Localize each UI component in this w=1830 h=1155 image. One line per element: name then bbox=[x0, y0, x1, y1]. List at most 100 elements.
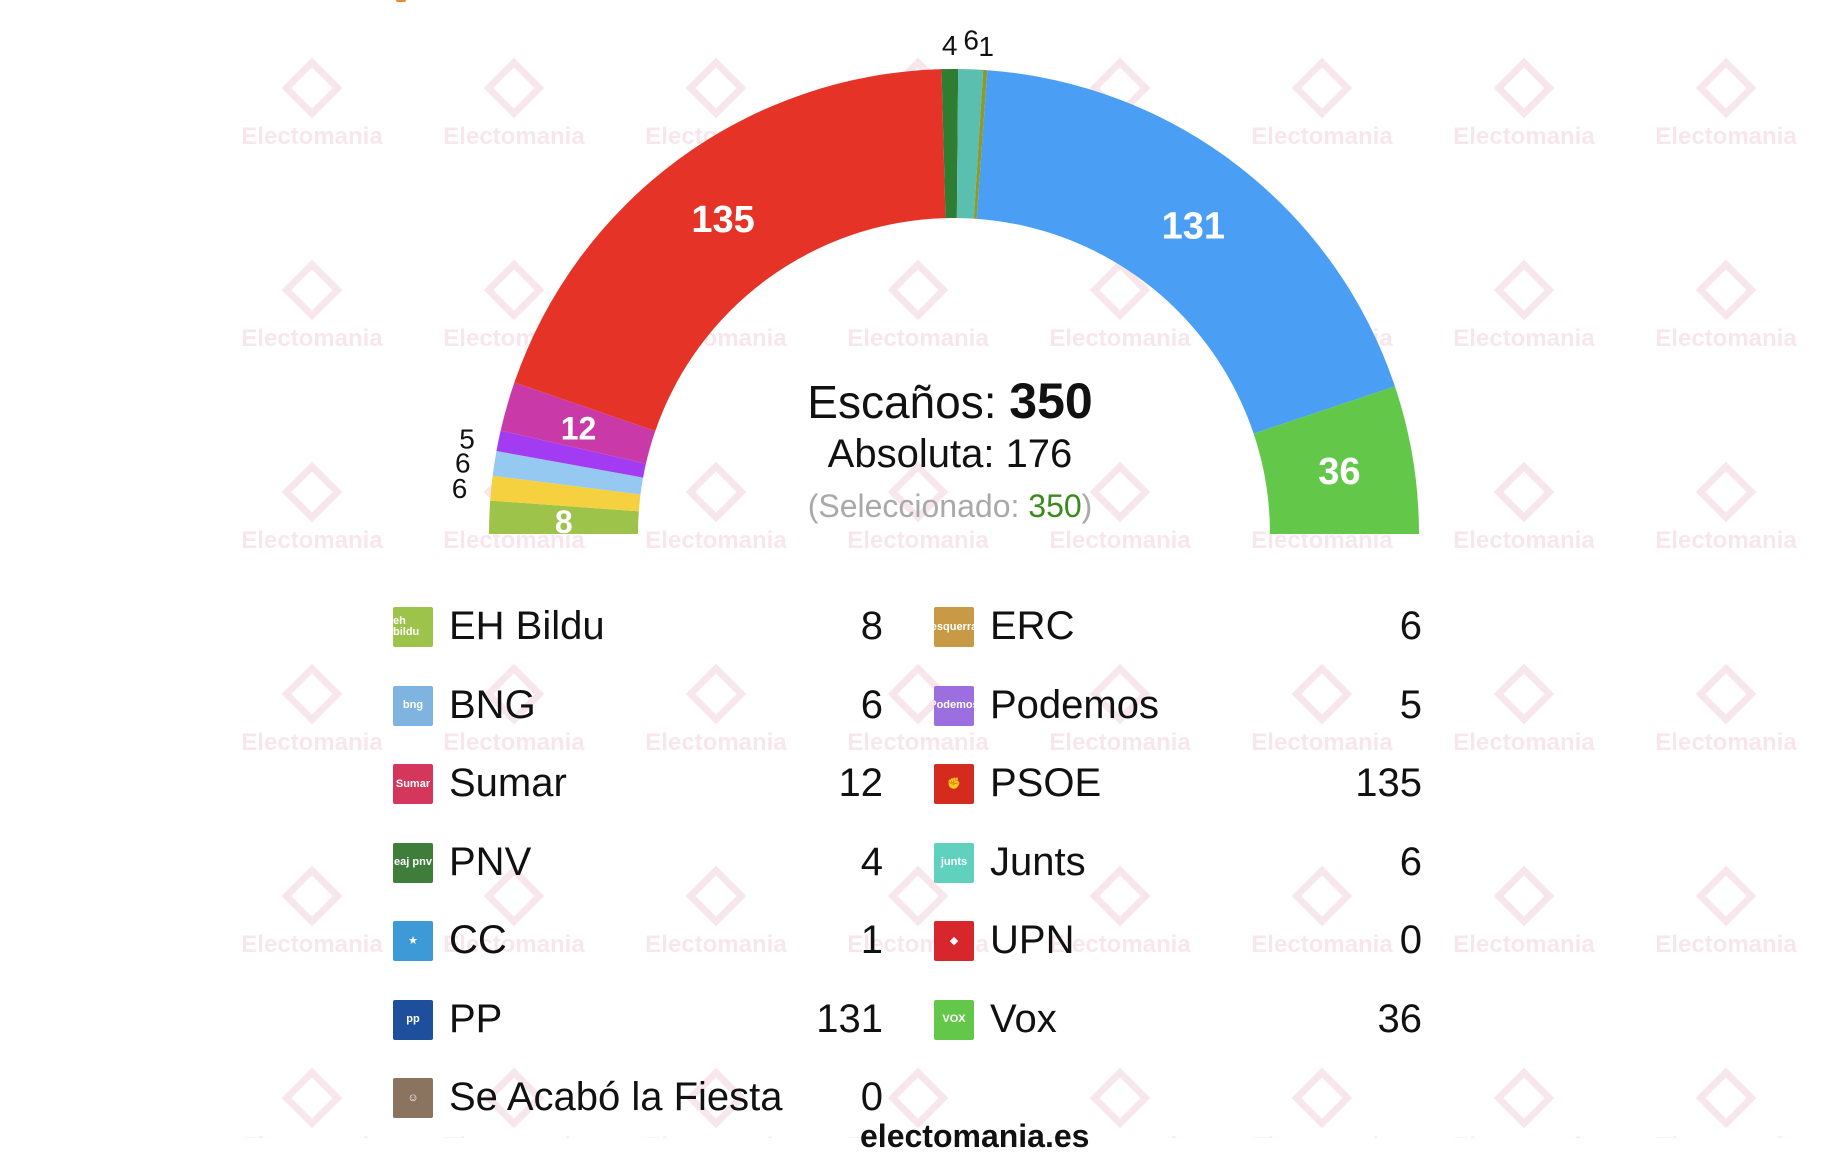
arc-segment-podemos bbox=[496, 430, 646, 478]
legend-party-name: CC bbox=[449, 918, 507, 962]
watermark-text: Electomania bbox=[645, 1133, 787, 1138]
legend-row-upn: ◆ UPN 0 bbox=[934, 912, 1422, 972]
sumar-logo-icon: Sumar bbox=[393, 764, 433, 804]
pnv-logo-icon: eaj pnv bbox=[393, 842, 433, 883]
legend-seat-count: 4 bbox=[860, 839, 883, 884]
total-seats-value: 350 bbox=[1009, 373, 1093, 429]
arc-label-vox: 36 bbox=[1318, 451, 1360, 493]
erc-logo-icon: esquerra bbox=[934, 607, 974, 647]
arc-outer-label-cc: 1 bbox=[978, 31, 994, 62]
legend-party-name: PSOE bbox=[990, 761, 1102, 805]
legend-party-name: EH Bildu bbox=[449, 604, 605, 648]
legend-seat-count: 6 bbox=[860, 682, 883, 727]
legend-row-se-acab-la-fiesta: ☺ Se Acabó la Fiesta 0 bbox=[393, 1069, 883, 1129]
legend-seat-count: 0 bbox=[1399, 918, 1422, 962]
arc-segment-psoe bbox=[514, 69, 946, 431]
pp-logo-icon: pp bbox=[393, 999, 433, 1040]
salf-logo-icon: ☺ bbox=[393, 1078, 433, 1118]
legend-seat-count: 12 bbox=[838, 761, 884, 805]
arc-segment-bng bbox=[492, 450, 644, 495]
legend-row-junts: junts Junts 6 bbox=[934, 834, 1422, 894]
legend-seat-count: 0 bbox=[860, 1075, 883, 1119]
legend-party-name: Se Acabó la Fiesta bbox=[449, 1075, 783, 1119]
arc-outer-label-junts: 6 bbox=[963, 24, 979, 55]
watermark-logo: Electomania bbox=[1453, 1067, 1595, 1138]
legend-seat-count: 1 bbox=[860, 918, 883, 962]
arc-label-sumar: 12 bbox=[561, 411, 597, 447]
watermark-text: Electomania bbox=[1655, 1133, 1797, 1138]
footer-url: electomania.es bbox=[860, 1118, 1090, 1154]
legend-seat-count: 36 bbox=[1377, 996, 1423, 1041]
arc-segment-pp bbox=[976, 70, 1395, 434]
legend-party-name: Vox bbox=[990, 996, 1057, 1041]
watermark-logo: Electomania bbox=[241, 865, 383, 958]
legend-party-name: Junts bbox=[990, 839, 1086, 884]
arc-outer-label-erc: 6 bbox=[452, 473, 468, 504]
legend-party-name: PP bbox=[449, 996, 503, 1041]
podemos-logo-icon: Podemos bbox=[934, 685, 974, 726]
watermark-text: Electomania bbox=[443, 1133, 585, 1138]
arc-segment-erc bbox=[490, 475, 641, 512]
arc-label-pp: 131 bbox=[1162, 205, 1225, 247]
watermark-text: Electomania bbox=[1453, 729, 1595, 756]
eh-bildu-logo-icon: eh bildu bbox=[393, 607, 433, 647]
arc-outer-label-pnv: 4 bbox=[942, 30, 958, 61]
watermark-text: Electomania bbox=[1655, 931, 1797, 958]
arc-segment-cc bbox=[973, 69, 988, 219]
arc-outer-label-podemos: 5 bbox=[459, 424, 475, 455]
legend-seat-count: 5 bbox=[1399, 682, 1422, 727]
arc-outer-label-bng: 6 bbox=[455, 447, 471, 478]
arc-segment-vox bbox=[1253, 386, 1419, 534]
arc-label-psoe: 135 bbox=[691, 199, 754, 241]
psoe-logo-icon: ✊ bbox=[934, 764, 974, 804]
legend-seat-count: 6 bbox=[1399, 604, 1422, 648]
watermark-text: Electomania bbox=[241, 931, 383, 958]
watermark-text: Electomania bbox=[1655, 729, 1797, 756]
legend-party-name: Sumar bbox=[449, 761, 567, 805]
legend-party-name: BNG bbox=[449, 682, 536, 727]
watermark-text: Electomania bbox=[241, 1133, 383, 1138]
watermark-text: Electomania bbox=[1251, 1133, 1393, 1138]
arc-segment-sumar bbox=[500, 382, 656, 464]
selected-seats-value: 350 bbox=[1028, 488, 1082, 524]
upn-logo-icon: ◆ bbox=[934, 921, 974, 961]
watermark-logo: Electomania bbox=[241, 1067, 383, 1138]
watermark-text: Electomania bbox=[1453, 931, 1595, 958]
watermark-logo: Electomania bbox=[1655, 865, 1797, 958]
arc-label-eh-bildu: 8 bbox=[555, 504, 573, 540]
legend-row-pp: pp PP 131 bbox=[393, 991, 883, 1051]
legend-row-erc: esquerra ERC 6 bbox=[934, 598, 1422, 658]
legend-seat-count: 135 bbox=[1355, 761, 1422, 805]
legend-row-podemos: Podemos Podemos 5 bbox=[934, 677, 1422, 737]
arc-segment-eh-bildu bbox=[489, 500, 639, 534]
legend-row-sumar: Sumar Sumar 12 bbox=[393, 755, 883, 815]
watermark-logo: Electomania bbox=[1655, 663, 1797, 756]
legend-seat-count: 6 bbox=[1399, 839, 1422, 884]
watermark-text: Electomania bbox=[241, 729, 383, 756]
legend-party-name: ERC bbox=[990, 604, 1075, 648]
legend-row-eh-bildu: eh bildu EH Bildu 8 bbox=[393, 598, 883, 658]
legend-seat-count: 8 bbox=[860, 604, 883, 648]
cc-star-logo-icon: ★ bbox=[393, 921, 433, 961]
arc-segment-pnv bbox=[941, 69, 959, 219]
watermark-logo: Electomania bbox=[1251, 1067, 1393, 1138]
legend-party-name: UPN bbox=[990, 918, 1075, 962]
legend-row-psoe: ✊ PSOE 135 bbox=[934, 755, 1422, 815]
junts-logo-icon: junts bbox=[934, 842, 974, 883]
watermark-logo: Electomania bbox=[241, 663, 383, 756]
top-brand-mark bbox=[396, 0, 406, 2]
absolute-majority-label: Absoluta: 176 bbox=[827, 432, 1073, 476]
watermark-logo: Electomania bbox=[1453, 865, 1595, 958]
total-seats-label: Escaños: 350 bbox=[807, 373, 1093, 429]
legend-row-bng: bng BNG 6 bbox=[393, 677, 883, 737]
arc-segment-junts bbox=[956, 69, 984, 219]
legend-party-name: PNV bbox=[449, 839, 532, 884]
watermark-logo: Electomania bbox=[1655, 1067, 1797, 1138]
legend-row-pnv: eaj pnv PNV 4 bbox=[393, 834, 883, 894]
bng-logo-icon: bng bbox=[393, 685, 433, 726]
legend-row-vox: VOX Vox 36 bbox=[934, 991, 1422, 1051]
legend-seat-count: 131 bbox=[816, 996, 883, 1041]
watermark-logo: Electomania bbox=[1453, 663, 1595, 756]
watermark-text: Electomania bbox=[1453, 1133, 1595, 1138]
